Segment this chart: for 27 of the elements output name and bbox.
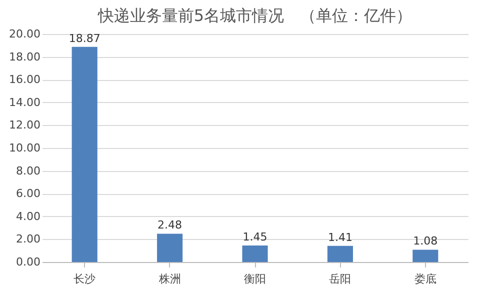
y-tick-label: 2.00: [16, 232, 40, 246]
y-tick-label: 8.00: [16, 164, 40, 178]
y-tick-label: 18.00: [9, 50, 40, 64]
y-tick-label: 6.00: [16, 187, 40, 200]
y-tick-label: 20.00: [9, 28, 40, 40]
bar: [412, 250, 438, 262]
y-tick-label: 10.00: [9, 142, 40, 154]
chart-title: 快递业务量前5名城市情况 （单位：亿件）: [96, 6, 412, 25]
bar: [72, 46, 98, 262]
y-tick-label: 16.00: [9, 73, 40, 86]
data-label: 1.08: [413, 234, 438, 248]
data-label: 18.87: [68, 32, 100, 45]
x-tick-label: 长沙: [74, 272, 96, 286]
data-label: 1.41: [328, 230, 352, 244]
y-tick-label: 12.00: [9, 118, 40, 132]
y-tick-label: 0.00: [16, 256, 40, 268]
x-tick-label: 娄底: [414, 272, 436, 286]
x-tick-label: 株洲: [158, 272, 181, 286]
data-label: 1.45: [242, 230, 268, 244]
data-label: 2.48: [158, 218, 182, 232]
bar: [157, 234, 183, 262]
y-tick-label: 14.00: [9, 96, 40, 109]
x-tick-label: 岳阳: [329, 272, 352, 286]
bar: [327, 246, 353, 262]
y-tick-label: 4.00: [16, 210, 40, 223]
x-tick-label: 衡阳: [244, 272, 266, 286]
bar: [242, 245, 268, 262]
